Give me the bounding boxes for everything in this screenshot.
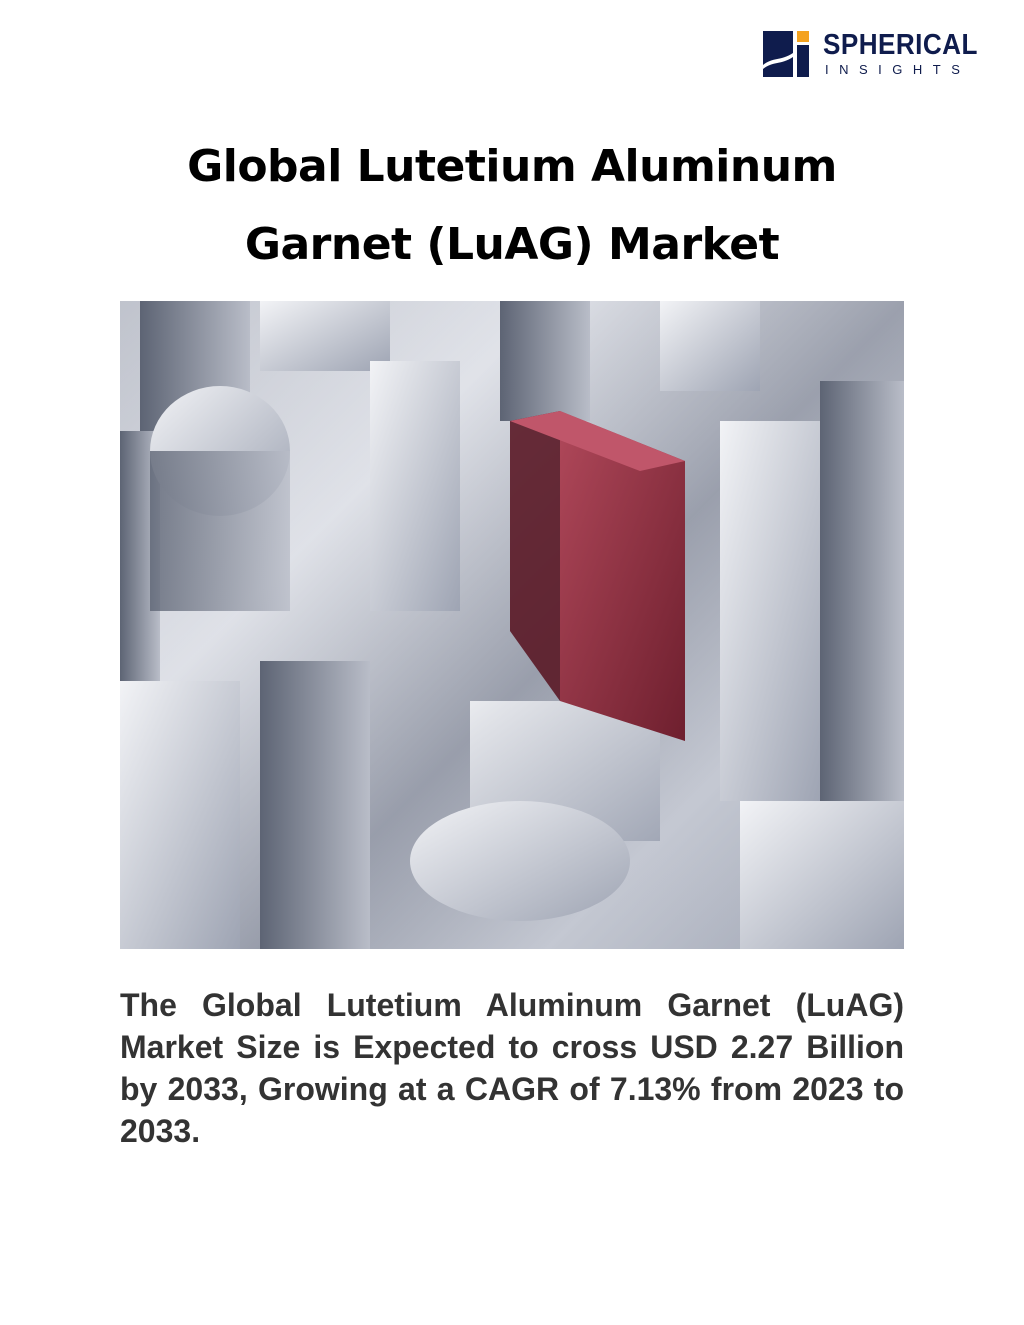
spherical-insights-logo: SPHERICAL INSIGHTS: [763, 29, 977, 77]
logo-text-insights: INSIGHTS: [825, 62, 971, 77]
logo-mark-icon: [763, 31, 809, 77]
title-line-2: Garnet (LuAG) Market: [244, 219, 780, 270]
metallic-blocks-illustration: [120, 301, 904, 949]
page-title: Global Lutetium Aluminum Garnet (LuAG) M…: [0, 128, 1024, 284]
market-summary: The Global Lutetium Aluminum Garnet (LuA…: [120, 987, 904, 1149]
logo-text-spherical: SPHERICAL: [823, 29, 978, 61]
title-line-1: Global Lutetium Aluminum: [187, 141, 837, 192]
hero-image: [120, 301, 904, 949]
